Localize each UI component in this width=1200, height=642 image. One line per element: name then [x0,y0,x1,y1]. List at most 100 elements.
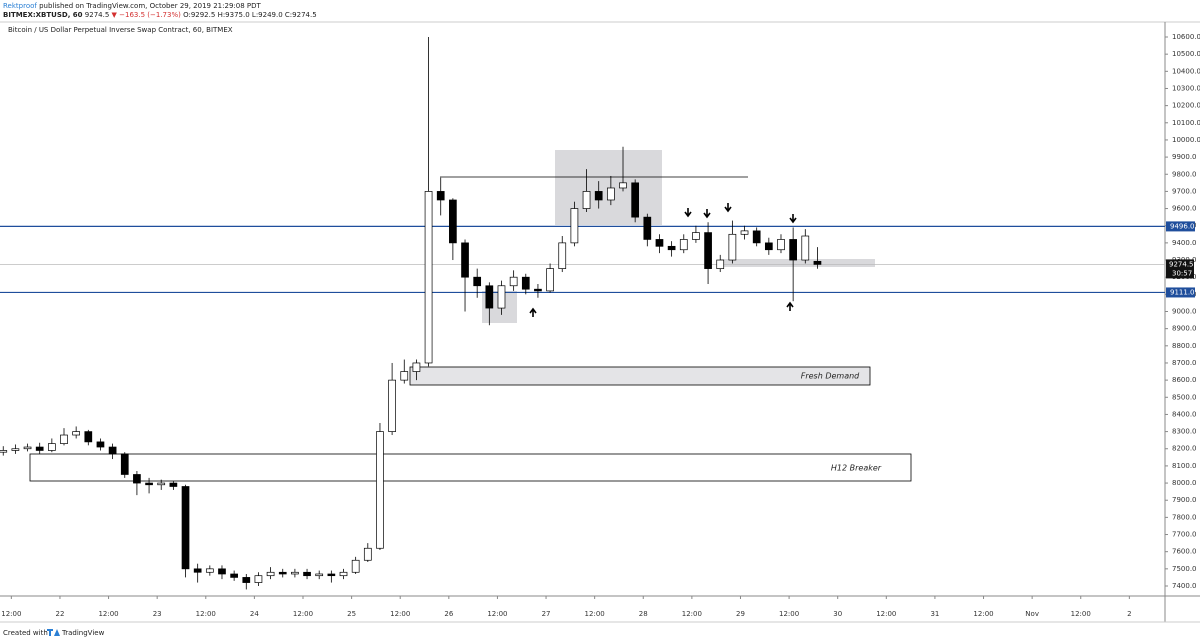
y-tick-label: 10200.0 [1172,102,1200,110]
x-tick-label: 12:00 [682,610,702,618]
footer-text: Created with [3,629,48,637]
annotation: Fresh Demand [801,372,860,381]
x-tick-label: 23 [153,610,162,618]
y-tick-label: 10100.0 [1172,119,1200,127]
arrow [703,209,711,219]
last: 9274.5 [85,11,110,19]
candle-body [594,191,603,201]
level-tag [1166,221,1195,232]
y-tick-label: 8100.0 [1172,462,1197,470]
x-tick-label: 12:00 [293,610,313,618]
candle-body [315,573,324,577]
candle-body [108,446,117,455]
x-tick-label: 24 [250,610,259,618]
annotation: H12 Breaker [831,464,882,473]
x-tick-label: 12:00 [1,610,21,618]
candle-body [35,446,44,451]
candle-body [388,379,396,432]
candle-body [72,431,81,436]
candle-body [266,571,275,577]
x-tick-label: 12:00 [1071,610,1091,618]
candle-body [351,559,360,573]
candle-body [291,571,299,575]
arrow [789,214,797,224]
x-tick-label: 26 [444,610,453,618]
x-tick-label: 27 [542,610,551,618]
candle-body [631,182,640,218]
footer: Created with TradingView [3,629,105,637]
y-tick-label: 9000.0 [1172,308,1197,316]
candle-body [534,288,542,292]
candle-body [157,482,166,486]
y-tick-label: 8700.0 [1172,359,1197,367]
candle-body [704,232,712,269]
candle-body [692,232,700,240]
candle-body [60,434,68,444]
candle-body [23,446,32,450]
candle-body [667,245,676,251]
y-tick-label: 7900.0 [1172,496,1197,504]
x-tick-label: 31 [930,610,939,618]
candle-body [679,239,688,251]
x-tick-label: 12:00 [98,610,118,618]
y-tick-label: 7600.0 [1172,548,1197,556]
candle-body [133,474,141,484]
y-tick-label: 10300.0 [1172,84,1200,92]
arrow [786,301,794,311]
y-tick-label: 8900.0 [1172,325,1197,333]
candle-body [619,182,627,189]
candle-body [278,571,287,575]
candle-body [461,242,469,278]
candle-body [789,239,797,261]
candle-body [473,276,482,287]
y-tick-label: 9700.0 [1172,187,1197,195]
x-tick-label: 2 [1127,610,1131,618]
chart-title: Bitcoin / US Dollar Perpetual Inverse Sw… [8,26,233,34]
symbol-line: BITMEX:XBTUSD, 60 9274.5 ▼ −163.5 (−1.73… [3,11,317,19]
y-tick-label: 9600.0 [1172,205,1197,213]
y-tick-label: 8600.0 [1172,376,1197,384]
close: C:9274.5 [285,11,317,19]
publisher: Rektproof [3,2,37,10]
y-tick-label: 9400.0 [1172,239,1197,247]
candle-body [485,285,494,309]
y-tick-label: 7700.0 [1172,531,1197,539]
candle-body [230,573,238,578]
candle-body [84,431,93,443]
arrow [684,208,692,218]
y-tick-label: 8500.0 [1172,393,1197,401]
open: O:9292.5 [183,11,215,19]
candle-body [607,187,615,201]
y-tick-label: 10000.0 [1172,136,1200,144]
symbol: BITMEX:XBTUSD, 60 [3,11,83,19]
candle-body [205,568,214,573]
candle-body [327,573,336,577]
y-tick-label: 9800.0 [1172,170,1197,178]
candle-body [254,575,263,583]
candle-body [655,239,664,247]
candle-body [521,276,530,290]
x-tick-label: 12:00 [196,610,216,618]
y-tick-label: 8300.0 [1172,428,1197,436]
x-tick-label: 12:00 [876,610,896,618]
candle-body [582,191,591,209]
candle-body [801,235,810,261]
x-tick-label: 12:00 [487,610,507,618]
candle-body [449,199,457,244]
y-tick-label: 7500.0 [1172,565,1197,573]
level-label: 9111.0 [1170,288,1195,296]
candle-body [764,242,773,251]
candle-body [169,482,178,487]
plot: 7400.0 7500.0 7600.0 7700.0 7800.0 7900.0 8000… [0,33,1200,618]
candle-body [740,230,749,235]
x-tick-label: 12:00 [585,610,605,618]
candle-body [412,362,421,372]
candle-body [546,268,554,292]
y-tick-label: 9900.0 [1172,153,1197,161]
y-tick-label: 10400.0 [1172,67,1200,75]
candle-body [376,431,384,549]
y-tick-label: 10600.0 [1172,33,1200,41]
